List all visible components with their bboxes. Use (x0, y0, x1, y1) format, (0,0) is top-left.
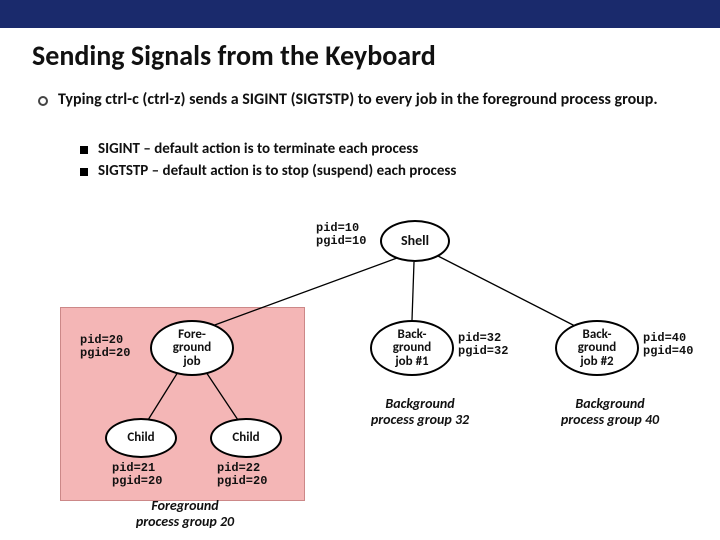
slide-title: Sending Signals from the Keyboard (32, 38, 436, 73)
edge-shell-bg1 (412, 262, 414, 320)
bullet-square-icon (80, 146, 88, 154)
node-bg2-label: Back-groundjob #2 (578, 328, 617, 369)
node-shell-meta: pid=10pgid=10 (316, 222, 366, 248)
bullet-square-icon (80, 168, 88, 176)
node-fg-label: Fore-groundjob (173, 328, 212, 369)
node-fg: Fore-groundjob (150, 320, 234, 376)
sub-bullet-1: SIGTSTP – default action is to stop (sus… (80, 162, 456, 180)
sub-bullet-0: SIGINT – default action is to terminate … (80, 140, 418, 158)
sub-bullet-0-text: SIGINT – default action is to terminate … (98, 140, 418, 158)
bullet-circle-icon (38, 96, 48, 106)
node-c1: Child (105, 418, 177, 458)
node-bg1-label: Back-groundjob #1 (393, 328, 432, 369)
group-label-2: Backgroundprocess group 40 (530, 396, 690, 428)
node-shell: Shell (380, 220, 450, 262)
node-bg2: Back-groundjob #2 (555, 320, 639, 376)
node-c1-label: Child (127, 431, 154, 445)
node-bg2-meta: pid=40pgid=40 (643, 332, 693, 358)
node-shell-label: Shell (401, 234, 429, 249)
node-bg1: Back-groundjob #1 (370, 320, 454, 376)
node-c1-meta: pid=21pgid=20 (112, 462, 162, 488)
node-c2-label: Child (232, 431, 259, 445)
group-label-0: Foregroundprocess group 20 (100, 498, 270, 530)
node-c2-meta: pid=22pgid=20 (217, 462, 267, 488)
group-label-1: Backgroundprocess group 32 (340, 396, 500, 428)
main-bullet: Typing ctrl-c (ctrl-z) sends a SIGINT (S… (38, 90, 678, 110)
node-c2: Child (210, 418, 282, 458)
edge-shell-bg2 (436, 255, 575, 326)
slide-top-bar (0, 0, 720, 28)
sub-bullet-1-text: SIGTSTP – default action is to stop (sus… (98, 162, 456, 180)
node-fg-meta: pid=20pgid=20 (80, 334, 130, 360)
node-bg1-meta: pid=32pgid=32 (458, 332, 508, 358)
main-bullet-text: Typing ctrl-c (ctrl-z) sends a SIGINT (S… (58, 90, 658, 110)
